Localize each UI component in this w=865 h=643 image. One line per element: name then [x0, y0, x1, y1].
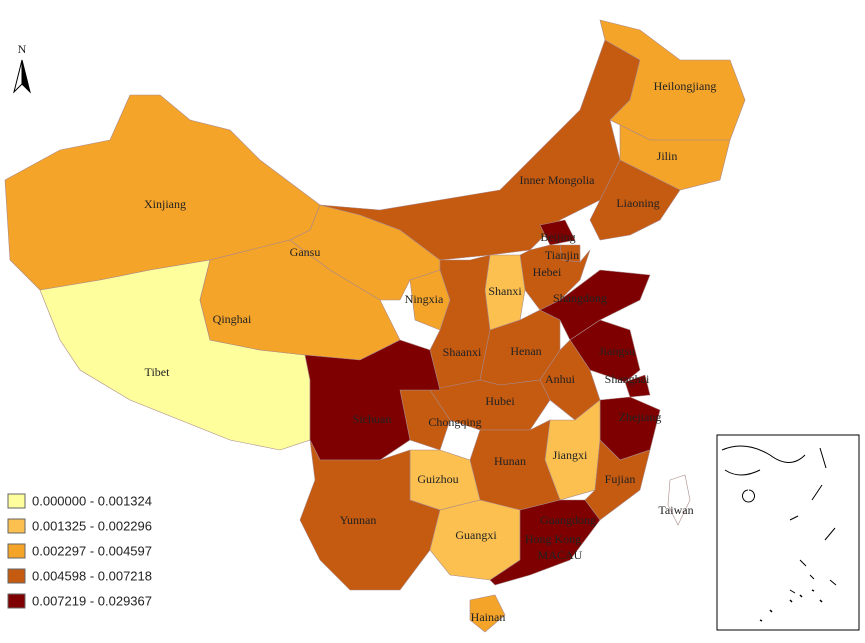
inset-map [716, 434, 860, 631]
north-arrow: N [13, 42, 31, 94]
region-label: Taiwan [658, 503, 693, 517]
region-label: Henan [510, 344, 541, 358]
region-label: Shanghai [605, 372, 650, 386]
legend-label: 0.000000 - 0.001324 [32, 493, 152, 508]
region-label: Liaoning [616, 196, 659, 210]
regions [4, 19, 746, 633]
region-label: Hebei [533, 265, 562, 279]
region [624, 374, 651, 398]
legend-swatch [7, 593, 26, 609]
region-label: Jiangsu [599, 344, 635, 358]
legend-label: 0.004598 - 0.007218 [32, 568, 152, 583]
region-label: Shanxi [488, 284, 522, 298]
region-label: Yunnan [340, 513, 377, 527]
region [589, 159, 681, 241]
region-label: Jilin [657, 149, 678, 163]
region-label: Jiangxi [553, 448, 588, 462]
region-label: Chongqing [428, 415, 481, 429]
region-label: Guangxi [455, 528, 497, 542]
region-label: Shangdong [553, 291, 607, 305]
region-label: Beijing [540, 230, 575, 244]
legend-label: 0.007219 - 0.029367 [32, 593, 152, 608]
region-label: Anhui [545, 372, 576, 386]
region [429, 379, 551, 431]
region-label: Sichuan [353, 412, 392, 426]
region [489, 499, 601, 586]
region [667, 474, 691, 526]
region-label: Hunan [494, 454, 526, 468]
region-label: Inner Mongolia [520, 173, 596, 187]
north-label: N [18, 42, 27, 56]
region-label: Hong Kong [525, 532, 581, 546]
region-label: Hainan [471, 610, 506, 624]
region-label: Tianjin [545, 248, 579, 262]
region-label: Guizhou [417, 472, 458, 486]
region [469, 594, 506, 633]
legend-label: 0.001325 - 0.002296 [32, 518, 152, 533]
legend-swatch [7, 568, 26, 584]
labels: Xinjiang Tibet Qinghai Gansu Inner Mongolia H… [144, 79, 716, 624]
region [539, 219, 576, 246]
region-label: Fujian [605, 472, 636, 486]
region-label: Hubei [485, 394, 515, 408]
region-label: Tibet [145, 365, 171, 379]
region-label: Shaanxi [443, 345, 482, 359]
region-label: Heilongjiang [654, 79, 717, 93]
region-label: Xinjiang [144, 197, 186, 211]
legend-label: 0.002297 - 0.004597 [32, 543, 152, 558]
region [584, 439, 651, 521]
region [304, 339, 441, 461]
legend-swatch [7, 493, 26, 509]
region-label: Ningxia [405, 292, 444, 306]
region-label: Qinghai [213, 312, 252, 326]
legend-swatch [7, 543, 26, 559]
region-label: Guangdong [540, 513, 596, 527]
region-label: Gansu [290, 245, 321, 259]
legend: 0.000000 - 0.001324 0.001325 - 0.002296 0.… [7, 493, 152, 609]
region-label: Zhejiang [619, 410, 662, 424]
region-label: MACAU [538, 548, 583, 562]
legend-swatch [7, 518, 26, 534]
